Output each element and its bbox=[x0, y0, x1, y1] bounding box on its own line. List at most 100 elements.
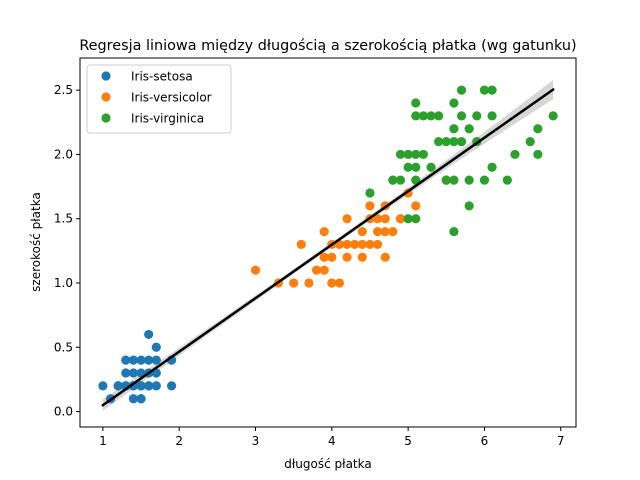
data-point bbox=[403, 149, 413, 160]
data-point bbox=[434, 136, 444, 147]
data-point bbox=[128, 394, 139, 404]
data-point bbox=[319, 252, 329, 262]
data-point bbox=[395, 214, 406, 224]
data-point bbox=[151, 381, 161, 391]
legend-marker bbox=[101, 113, 111, 123]
data-point bbox=[350, 239, 360, 250]
data-point bbox=[357, 239, 367, 250]
data-point bbox=[487, 111, 497, 121]
data-point bbox=[342, 252, 352, 262]
data-point bbox=[456, 136, 467, 147]
data-point bbox=[365, 188, 375, 198]
y-tick-label: 0.0 bbox=[54, 405, 73, 419]
data-point bbox=[479, 175, 490, 185]
x-axis: 1 2 3 4 5 6 7 bbox=[99, 427, 565, 448]
y-tick-label: 1.5 bbox=[54, 212, 73, 226]
legend-marker bbox=[101, 71, 111, 81]
x-tick-label: 7 bbox=[557, 434, 565, 448]
data-point bbox=[136, 394, 146, 404]
legend-frame bbox=[86, 64, 232, 134]
data-point bbox=[472, 111, 482, 121]
data-point bbox=[388, 226, 398, 237]
x-axis-title: długość płatka bbox=[284, 457, 371, 471]
data-point bbox=[365, 201, 375, 211]
series-iris-virginica bbox=[365, 85, 558, 237]
data-point bbox=[388, 175, 398, 185]
x-tick-label: 4 bbox=[328, 434, 336, 448]
data-point bbox=[533, 124, 543, 134]
data-point bbox=[464, 175, 474, 185]
data-point bbox=[434, 111, 444, 121]
data-point bbox=[380, 214, 390, 224]
data-point bbox=[395, 149, 406, 160]
data-point bbox=[373, 239, 383, 250]
data-point bbox=[487, 162, 497, 172]
data-point bbox=[456, 111, 467, 121]
data-point bbox=[510, 149, 520, 160]
data-point bbox=[449, 124, 459, 134]
data-point bbox=[441, 136, 451, 147]
y-tick-label: 0.5 bbox=[54, 340, 73, 354]
x-tick-label: 1 bbox=[99, 434, 107, 448]
data-point bbox=[411, 201, 421, 211]
data-point bbox=[342, 214, 352, 224]
data-point bbox=[319, 226, 329, 237]
data-point bbox=[411, 214, 421, 224]
data-point bbox=[304, 278, 314, 288]
data-point bbox=[418, 111, 428, 121]
data-point bbox=[121, 355, 131, 365]
data-point bbox=[449, 98, 459, 108]
data-point bbox=[144, 355, 154, 365]
regression-layer bbox=[101, 87, 555, 407]
data-point bbox=[411, 175, 421, 185]
data-point bbox=[411, 149, 421, 160]
data-point bbox=[456, 85, 467, 95]
plot-area bbox=[79, 57, 577, 428]
data-point bbox=[113, 381, 123, 391]
data-point bbox=[136, 355, 146, 365]
x-tick-label: 2 bbox=[175, 434, 183, 448]
data-point bbox=[403, 162, 413, 172]
data-point bbox=[479, 85, 490, 95]
data-point bbox=[151, 342, 161, 352]
x-tick-label: 5 bbox=[404, 434, 412, 448]
data-point bbox=[449, 175, 459, 185]
data-point bbox=[357, 252, 367, 262]
data-point bbox=[365, 239, 375, 250]
data-point bbox=[548, 111, 558, 121]
data-point bbox=[144, 329, 154, 340]
data-point bbox=[296, 239, 306, 250]
data-point bbox=[98, 381, 108, 391]
x-tick-label: 3 bbox=[252, 434, 260, 448]
legend: Iris-setosa Iris-versicolor Iris-virginica bbox=[86, 64, 232, 134]
data-point bbox=[449, 226, 459, 237]
y-tick-label: 2.5 bbox=[54, 83, 73, 97]
x-tick-label: 6 bbox=[481, 434, 489, 448]
data-point bbox=[128, 355, 139, 365]
data-point bbox=[426, 111, 436, 121]
data-point bbox=[533, 149, 543, 160]
y-tick-label: 2.0 bbox=[54, 147, 73, 161]
data-point bbox=[403, 214, 413, 224]
data-point bbox=[502, 175, 512, 185]
data-point bbox=[464, 124, 474, 134]
y-axis: 0.0 0.5 1.0 1.5 2.0 2.5 bbox=[54, 83, 80, 419]
data-point bbox=[380, 252, 390, 262]
data-point bbox=[487, 85, 497, 95]
data-point bbox=[327, 252, 337, 262]
data-point bbox=[449, 136, 459, 147]
data-point bbox=[373, 226, 383, 237]
data-point bbox=[411, 98, 421, 108]
data-point bbox=[525, 136, 535, 147]
data-point bbox=[136, 381, 146, 391]
data-point bbox=[250, 265, 261, 275]
data-point bbox=[441, 175, 451, 185]
data-point bbox=[357, 226, 367, 237]
chart-title: Regresja liniowa między długością a szer… bbox=[79, 38, 576, 54]
legend-marker bbox=[101, 92, 111, 102]
legend-label: Iris-virginica bbox=[131, 112, 204, 126]
data-point bbox=[128, 368, 139, 378]
legend-label: Iris-versicolor bbox=[131, 91, 212, 105]
data-point bbox=[411, 162, 421, 172]
